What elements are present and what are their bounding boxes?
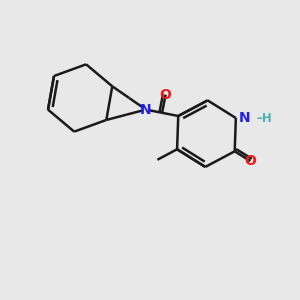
Text: N: N <box>239 111 250 125</box>
Text: O: O <box>244 154 256 168</box>
Text: N: N <box>140 103 152 117</box>
Text: O: O <box>160 88 172 102</box>
Text: –H: –H <box>257 112 272 124</box>
